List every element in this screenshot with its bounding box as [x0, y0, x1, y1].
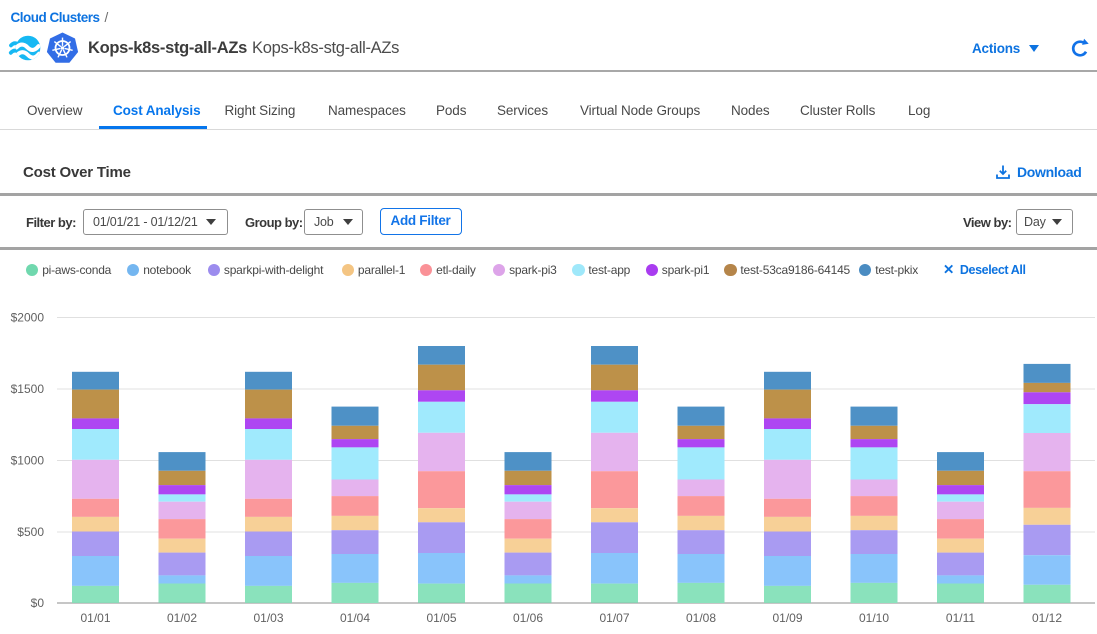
svg-text:01/04: 01/04	[340, 611, 370, 625]
svg-text:01/06: 01/06	[513, 611, 543, 625]
svg-text:$500: $500	[17, 525, 44, 539]
svg-text:01/08: 01/08	[686, 611, 716, 625]
svg-text:01/02: 01/02	[167, 611, 197, 625]
svg-text:01/09: 01/09	[772, 611, 802, 625]
svg-text:$0: $0	[31, 596, 45, 610]
svg-text:01/01: 01/01	[80, 611, 110, 625]
svg-text:$1500: $1500	[11, 382, 45, 396]
svg-text:01/12: 01/12	[1032, 611, 1062, 625]
svg-text:$1000: $1000	[11, 454, 45, 468]
svg-text:01/05: 01/05	[426, 611, 456, 625]
svg-text:01/10: 01/10	[859, 611, 889, 625]
svg-text:$2000: $2000	[11, 311, 45, 325]
svg-text:01/11: 01/11	[946, 611, 975, 625]
svg-text:01/03: 01/03	[253, 611, 283, 625]
svg-text:01/07: 01/07	[599, 611, 629, 625]
